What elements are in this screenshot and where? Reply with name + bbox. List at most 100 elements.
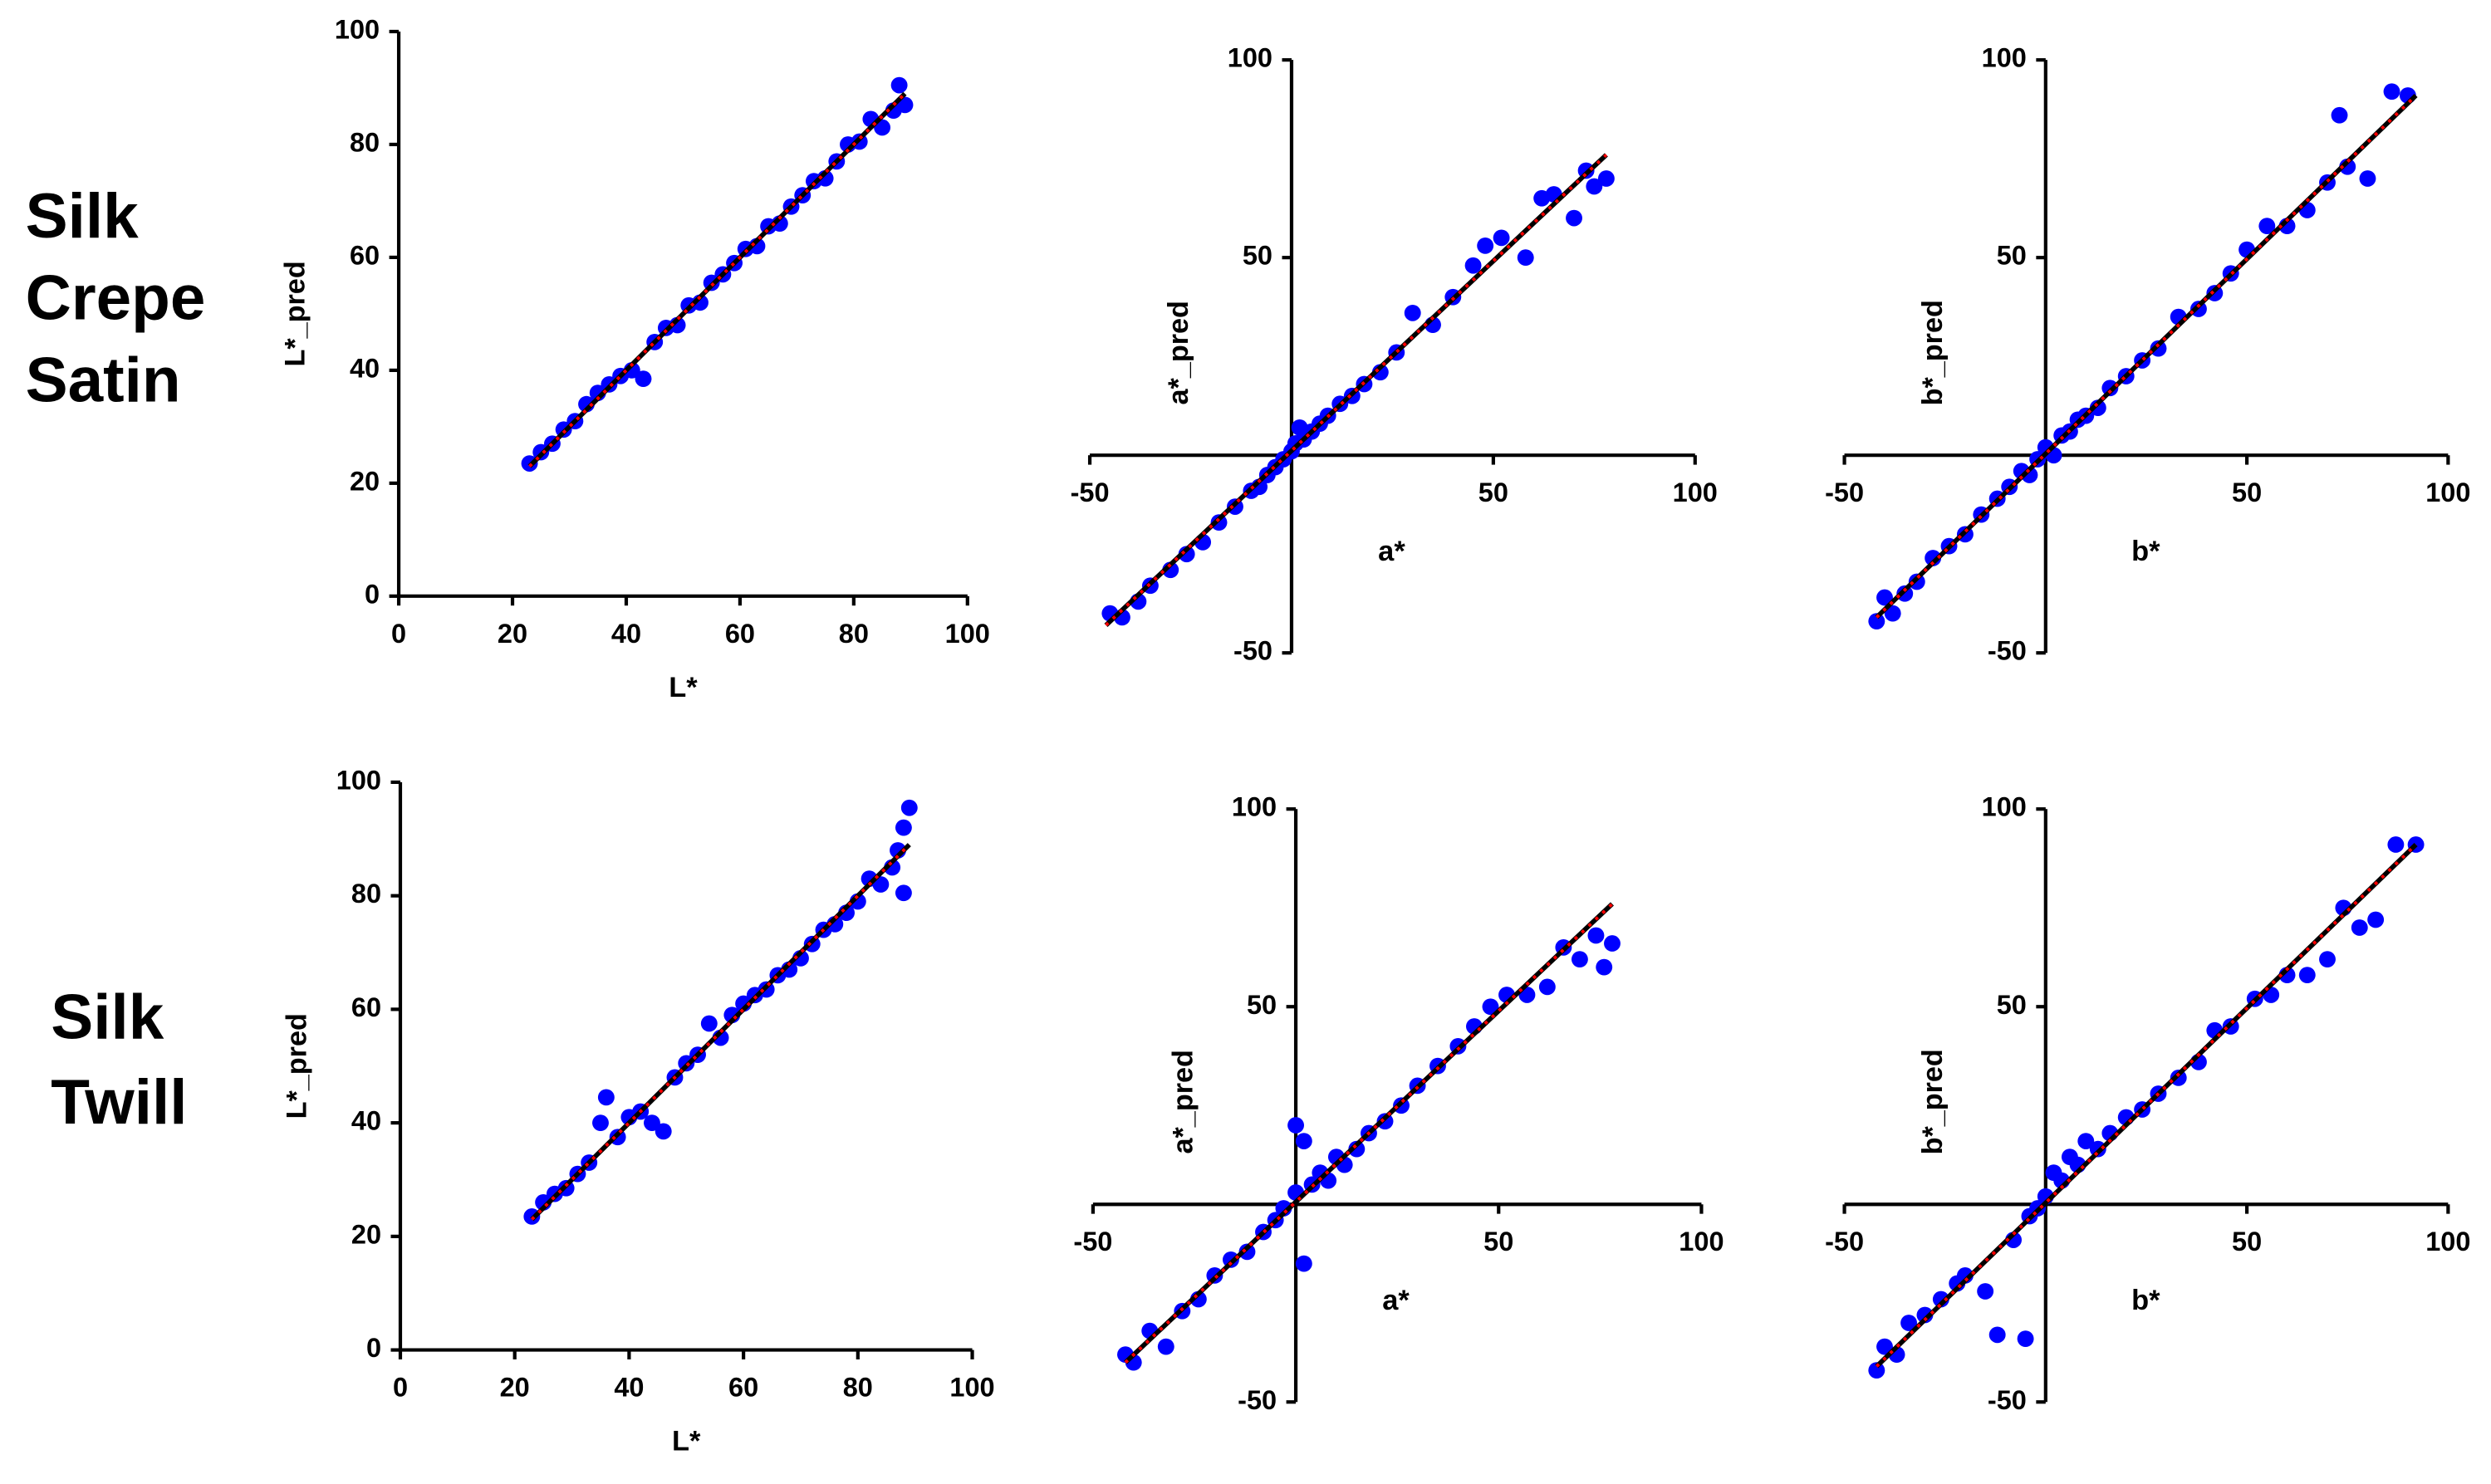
y-axis-label: b*_pred	[1917, 300, 1949, 405]
y-axis-label: b*_pred	[1917, 1049, 1949, 1154]
point	[1538, 978, 1556, 996]
point	[1604, 935, 1621, 952]
point	[1482, 998, 1499, 1016]
point	[2077, 1133, 2095, 1149]
x-tick-label: 100	[1673, 478, 1718, 507]
point	[643, 1114, 660, 1131]
point	[1493, 229, 1510, 247]
x-tick-label: -50	[1825, 1227, 1864, 1256]
point	[635, 370, 652, 387]
point	[597, 1089, 615, 1106]
x-tick-label: 50	[2232, 1227, 2262, 1256]
point	[1157, 1338, 1174, 1355]
point	[900, 799, 918, 816]
point	[2331, 106, 2348, 124]
y-tick-label: 100	[1982, 792, 2027, 822]
fit-line	[1875, 843, 2417, 1368]
point	[1295, 1133, 1312, 1149]
fit-line	[1875, 94, 2417, 619]
y-tick-label: 20	[351, 1219, 381, 1249]
x-tick-label: 0	[393, 1373, 408, 1403]
x-tick-label: 50	[1483, 1227, 1513, 1256]
x-tick-label: -50	[1071, 478, 1110, 507]
row-label: Satin	[26, 345, 181, 416]
row-label: Twill	[51, 1067, 187, 1138]
point	[2383, 83, 2400, 100]
x-tick-label: 20	[498, 619, 527, 649]
y-tick-label: 60	[350, 241, 380, 271]
row-label: Silk	[51, 982, 164, 1053]
point	[2319, 951, 2336, 967]
y-tick-label: -50	[1988, 636, 2027, 666]
x-tick-label: 100	[949, 1373, 994, 1403]
y-tick-label: 80	[351, 879, 381, 909]
y-tick-label: 100	[335, 15, 380, 45]
point	[1571, 951, 1588, 967]
x-tick-label: 20	[500, 1373, 530, 1403]
point	[1896, 585, 1914, 602]
row-label: Crepe	[26, 263, 206, 334]
point	[1596, 958, 1613, 976]
y-tick-label: 100	[1232, 792, 1277, 822]
fit-line	[527, 91, 907, 468]
row-label: Silk	[26, 181, 140, 252]
x-tick-label: 100	[945, 619, 990, 649]
point	[1287, 1117, 1305, 1134]
point	[2258, 218, 2276, 234]
x-tick-label: 80	[843, 1373, 873, 1403]
y-tick-label: 40	[351, 1106, 381, 1136]
point	[1295, 1255, 1312, 1272]
y-tick-label: 50	[1247, 990, 1277, 1020]
point	[1348, 1140, 1366, 1158]
y-tick-label: 50	[1997, 990, 2027, 1020]
point	[2387, 836, 2405, 853]
y-tick-label: -50	[1238, 1385, 1277, 1415]
point	[1404, 304, 1421, 321]
x-tick-label: 100	[2425, 478, 2470, 507]
y-tick-label: -50	[1988, 1385, 2027, 1415]
x-tick-label: 40	[611, 619, 641, 649]
y-tick-label: 0	[366, 1333, 381, 1363]
point	[1587, 927, 1605, 944]
point	[1868, 613, 1885, 629]
y-tick-label: 20	[350, 467, 380, 497]
point	[1876, 1338, 1893, 1355]
point	[592, 1114, 609, 1131]
point	[2351, 919, 2368, 936]
point	[895, 884, 912, 902]
y-tick-label: -50	[1233, 636, 1272, 666]
y-tick-label: 60	[351, 992, 381, 1022]
y-axis-label: L*_pred	[280, 261, 311, 366]
fit-line	[1105, 154, 1608, 627]
point	[2101, 380, 2119, 397]
x-axis-label: a*	[1378, 536, 1405, 567]
y-tick-label: 40	[350, 354, 380, 384]
point	[1586, 178, 1603, 195]
y-tick-label: 100	[1228, 43, 1272, 73]
y-tick-label: 50	[1243, 241, 1272, 271]
x-tick-label: 0	[391, 619, 406, 649]
point	[1517, 249, 1534, 267]
point	[1900, 1315, 1918, 1331]
point	[1464, 257, 1482, 274]
point	[2150, 340, 2167, 357]
y-axis-label: a*_pred	[1163, 301, 1194, 404]
y-axis-label: L*_pred	[282, 1013, 313, 1119]
fit-line	[530, 843, 911, 1221]
x-tick-label: 100	[2425, 1227, 2470, 1256]
x-tick-label: 50	[1478, 478, 1508, 507]
x-tick-label: 80	[839, 619, 869, 649]
x-axis-label: b*	[2131, 1285, 2160, 1316]
point	[1868, 1362, 1885, 1379]
fit-line	[1124, 903, 1614, 1364]
point	[1876, 589, 1893, 606]
x-tick-label: 40	[614, 1373, 644, 1403]
x-tick-label: 50	[2232, 478, 2262, 507]
point	[895, 819, 912, 836]
y-axis-label: a*_pred	[1167, 1050, 1199, 1153]
x-tick-label: 60	[725, 619, 755, 649]
x-axis-label: L*	[672, 1426, 701, 1457]
x-tick-label: 100	[1679, 1227, 1724, 1256]
point	[655, 1123, 672, 1140]
